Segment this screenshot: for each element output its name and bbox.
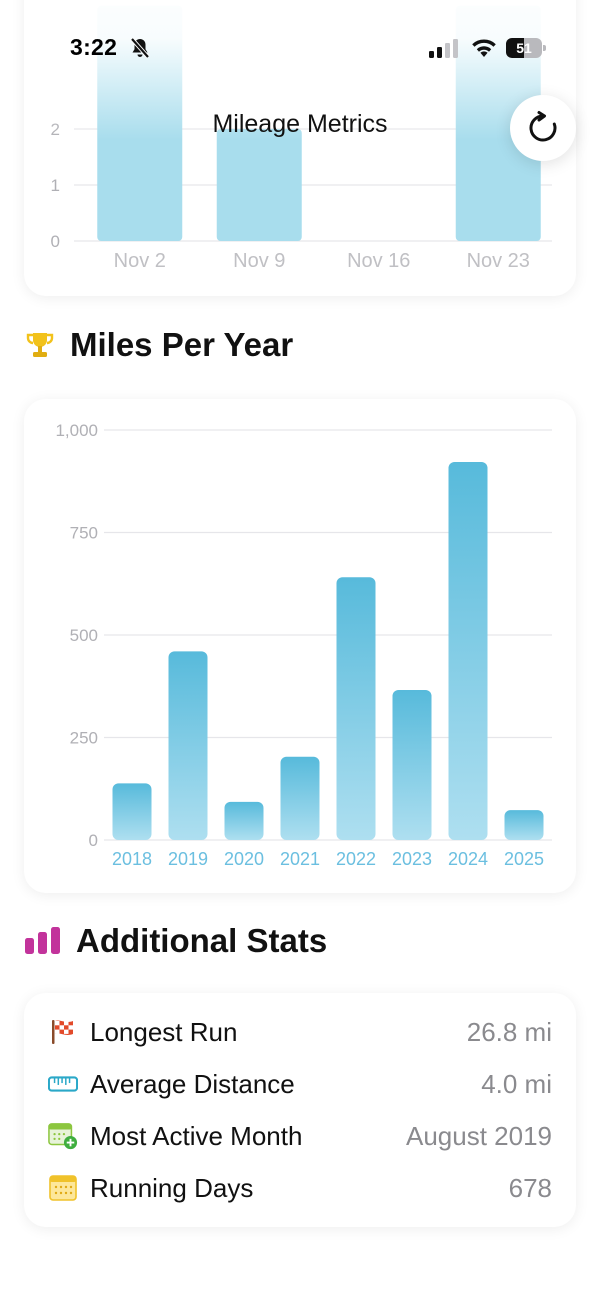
bell-muted-icon <box>130 37 150 59</box>
stat-label: Most Active Month <box>90 1120 303 1151</box>
page-title: Mileage Metrics <box>212 110 388 138</box>
trophy-icon <box>26 333 54 357</box>
stat-label: Running Days <box>90 1172 254 1203</box>
y-tick-label: 1 <box>51 176 60 195</box>
year-bar-2021[interactable] <box>280 756 320 840</box>
battery-percent: 51 <box>516 40 532 56</box>
additional-stats-card: Longest Run 26.8 mi Average Distance 4.0… <box>24 993 576 1227</box>
checkered-flag-icon <box>48 1017 78 1047</box>
year-bar-2020[interactable] <box>224 801 264 840</box>
stat-value: 4.0 mi <box>481 1068 552 1099</box>
battery-icon: 51 <box>506 38 546 58</box>
x-tick-label: 2018 <box>112 849 152 869</box>
x-tick-label: 2025 <box>504 849 544 869</box>
cellular-signal-icon <box>429 39 458 58</box>
wifi-icon <box>472 39 496 57</box>
stat-value: August 2019 <box>405 1120 552 1151</box>
stat-average-distance: Average Distance 4.0 mi <box>48 1064 552 1104</box>
year-bar-2025[interactable] <box>504 810 544 840</box>
miles-per-year-header: Miles Per Year <box>24 326 293 364</box>
x-tick-label: Nov 23 <box>467 250 530 272</box>
calendar-icon <box>48 1173 78 1203</box>
x-tick-label: 2023 <box>392 849 432 869</box>
additional-stats-header: Additional Stats <box>24 922 327 960</box>
miles-per-year-title: Miles Per Year <box>70 326 294 363</box>
y-tick-label: 0 <box>51 232 60 251</box>
y-tick-label: 0 <box>89 831 98 850</box>
ruler-icon <box>48 1069 78 1099</box>
additional-stats-title: Additional Stats <box>76 922 328 959</box>
miles-per-year-chart: 0 250 500 750 1,000 2018 2019 2020 2021 2022 2023 2… <box>55 421 552 869</box>
x-tick-label: Nov 9 <box>233 250 285 272</box>
week-bar[interactable] <box>216 129 302 241</box>
stat-longest-run: Longest Run 26.8 mi <box>48 1012 552 1052</box>
refresh-icon <box>529 111 557 142</box>
x-tick-label: 2020 <box>224 849 264 869</box>
x-tick-label: 2022 <box>336 849 376 869</box>
status-time: 3:22 <box>70 34 118 60</box>
year-bar-2023[interactable] <box>392 689 432 840</box>
stat-label: Longest Run <box>90 1016 238 1047</box>
year-bar-2024[interactable] <box>448 461 488 840</box>
y-tick-label: 750 <box>70 524 98 543</box>
miles-per-year-card: 0 250 500 750 1,000 2018 2019 2020 2021 2022 2023 2… <box>24 399 576 893</box>
stat-running-days: Running Days 678 <box>48 1168 552 1208</box>
y-tick-label: 250 <box>70 729 98 748</box>
refresh-button[interactable] <box>510 95 576 161</box>
x-tick-label: Nov 16 <box>347 250 410 272</box>
calendar-add-icon <box>48 1121 78 1151</box>
status-bar: 3:22 51 <box>0 0 600 100</box>
x-tick-label: 2019 <box>168 849 208 869</box>
x-tick-label: 2024 <box>448 849 488 869</box>
year-bar-2022[interactable] <box>336 577 376 840</box>
year-bar-2019[interactable] <box>168 651 208 840</box>
x-tick-label: 2021 <box>280 849 320 869</box>
stat-most-active-month: Most Active Month August 2019 <box>48 1116 552 1156</box>
stat-value: 678 <box>508 1172 552 1203</box>
y-tick-label: 1,000 <box>55 421 98 440</box>
stat-label: Average Distance <box>90 1068 295 1099</box>
year-bar-2018[interactable] <box>112 783 152 840</box>
bar-chart-icon <box>25 927 60 954</box>
y-tick-label: 500 <box>70 626 98 645</box>
stat-value: 26.8 mi <box>466 1016 552 1047</box>
x-tick-label: Nov 2 <box>114 250 166 272</box>
